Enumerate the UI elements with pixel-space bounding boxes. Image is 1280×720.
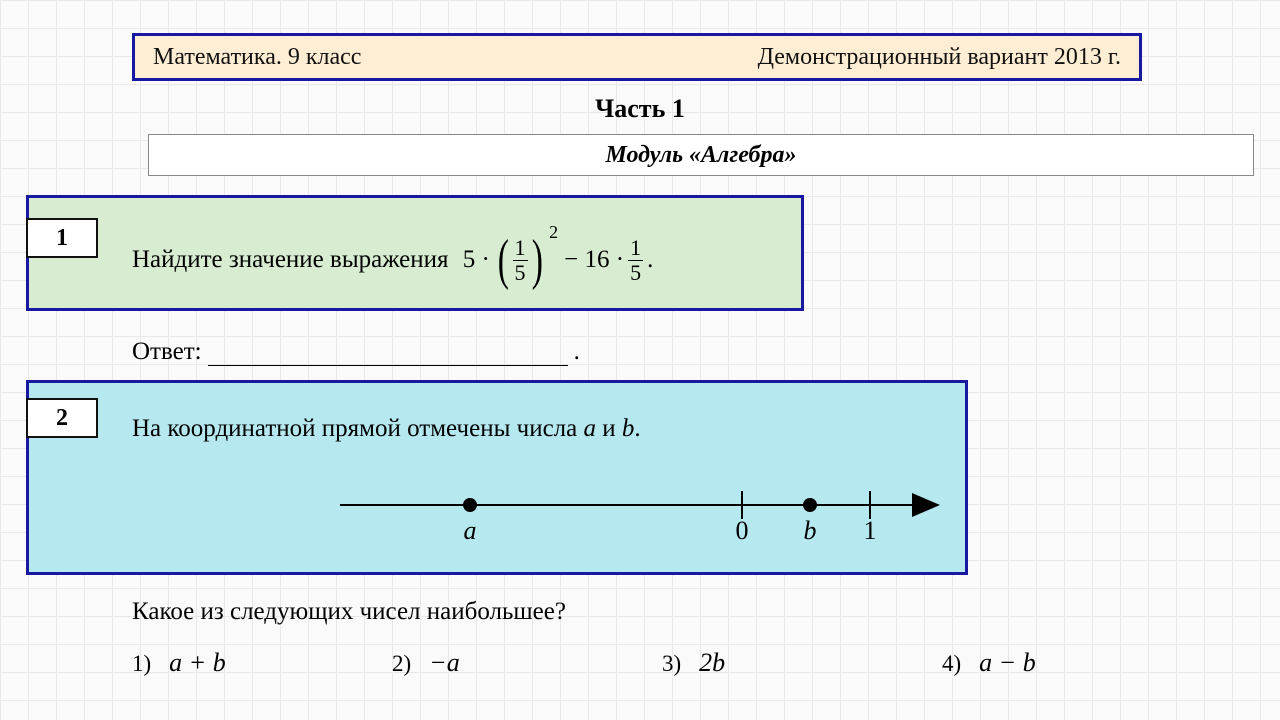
header-bar: Математика. 9 класс Демонстрационный вар…: [132, 33, 1142, 81]
q1-tail: .: [647, 246, 653, 274]
q1-fraction-2: 1 5: [628, 237, 643, 284]
choice-1: 1) a + b: [132, 648, 392, 678]
choice-2: 2) −a: [392, 648, 662, 678]
q2-var-a: a: [584, 415, 597, 442]
q2-prompt-pre: На координатной прямой отмечены числа: [132, 415, 584, 442]
choice-expr: a − b: [979, 648, 1036, 678]
q1-fraction-1: 1 5: [513, 237, 528, 284]
frac-num: 1: [513, 237, 528, 259]
answer-line: Ответ: .: [132, 338, 580, 366]
choice-index: 3): [662, 651, 681, 677]
choice-index: 4): [942, 651, 961, 677]
question-3-text: Какое из следующих чисел наибольшее?: [132, 598, 566, 626]
q1-mid: − 16 ·: [564, 246, 624, 274]
svg-text:1: 1: [864, 516, 877, 545]
left-paren-icon: (: [498, 232, 509, 288]
q2-var-b: b: [622, 415, 635, 442]
part-title: Часть 1: [0, 94, 1280, 124]
svg-text:0: 0: [736, 516, 749, 545]
header-left: Математика. 9 класс: [153, 44, 361, 71]
choice-expr: 2b: [699, 648, 725, 678]
choices-row: 1) a + b 2) −a 3) 2b 4) a − b: [132, 648, 1182, 678]
answer-tail: .: [574, 338, 580, 366]
choice-4: 4) a − b: [942, 648, 1036, 678]
frac-den: 5: [515, 262, 526, 284]
choice-index: 2): [392, 651, 411, 677]
choice-expr: a + b: [169, 648, 226, 678]
q2-and: и: [596, 415, 622, 442]
q2-prompt-post: .: [634, 415, 640, 442]
choice-3: 3) 2b: [662, 648, 942, 678]
answer-blank[interactable]: [208, 344, 568, 366]
question-1-text: Найдите значение выражения 5 · ( 1 5 ) 2…: [132, 232, 653, 288]
frac-num: 1: [628, 237, 643, 259]
question-1-number: 1: [26, 218, 98, 258]
svg-text:b: b: [804, 516, 817, 545]
choice-index: 1): [132, 651, 151, 677]
number-line-diagram: a 0 b 1: [340, 470, 960, 560]
question-2-number: 2: [26, 398, 98, 438]
q1-prompt: Найдите значение выражения: [132, 246, 449, 274]
header-right: Демонстрационный вариант 2013 г.: [758, 44, 1121, 71]
answer-label: Ответ:: [132, 338, 202, 366]
q1-exponent: 2: [549, 222, 558, 243]
q1-paren-group: ( 1 5 ) 2: [494, 232, 546, 288]
module-bar: Модуль «Алгебра»: [148, 134, 1254, 176]
q1-expr-pre: 5 ·: [463, 246, 490, 274]
frac-den: 5: [630, 262, 641, 284]
question-2-text: На координатной прямой отмечены числа a …: [132, 415, 641, 443]
right-paren-icon: ): [531, 232, 542, 288]
svg-text:a: a: [464, 516, 477, 545]
choice-expr: −a: [429, 648, 460, 678]
